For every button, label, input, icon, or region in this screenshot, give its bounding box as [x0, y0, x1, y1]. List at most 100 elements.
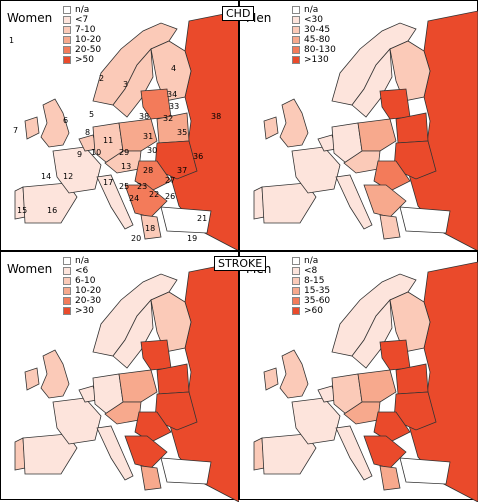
legend-swatch — [63, 36, 71, 44]
legend-swatch — [292, 277, 300, 285]
country-label: 32 — [163, 114, 173, 123]
europe-map — [14, 261, 239, 502]
country-label: 36 — [193, 152, 203, 161]
legend-label: 20-30 — [75, 296, 102, 306]
legend-swatch — [63, 46, 71, 54]
region-balkans — [124, 184, 168, 218]
region-poland — [118, 118, 158, 152]
country-label: 7 — [13, 126, 18, 135]
region-uk — [279, 349, 309, 399]
region-poland — [357, 369, 397, 403]
region-hungary-romania — [134, 160, 172, 192]
region-baltics — [379, 88, 411, 120]
legend-swatch — [63, 307, 71, 315]
region-ireland — [263, 116, 279, 140]
country-label: 34 — [167, 90, 177, 99]
legend-label: >130 — [304, 55, 329, 65]
legend-swatch — [63, 16, 71, 24]
legend-label: n/a — [75, 5, 90, 15]
legend-swatch — [292, 16, 300, 24]
country-label: 28 — [143, 166, 153, 175]
region-hungary-romania — [373, 411, 411, 443]
region-balkans — [124, 435, 168, 469]
region-spain — [261, 433, 317, 475]
legend-swatch — [292, 56, 300, 64]
country-label: 37 — [177, 166, 187, 175]
map-panel-chd-women: 1 2 3 4 5 6 7 8 9 10 11 12 13 14 15 16 1… — [1, 1, 239, 251]
legend-swatch — [292, 6, 300, 14]
legend-label: <30 — [304, 15, 323, 25]
country-label: 38 — [139, 112, 149, 121]
region-uk — [279, 98, 309, 148]
legend-swatch — [63, 257, 71, 265]
country-label: 1 — [9, 36, 14, 45]
legend-label: 35-60 — [304, 296, 331, 306]
legend-label: <8 — [304, 266, 318, 276]
map-panel-stroke-women: Women n/a <6 6-10 10-20 20-30 >30 — [1, 252, 239, 502]
region-spain — [22, 433, 78, 475]
legend-swatch — [292, 287, 300, 295]
country-label: 24 — [129, 194, 139, 203]
country-label: 22 — [149, 190, 159, 199]
legend-swatch — [292, 307, 300, 315]
region-spain — [22, 182, 78, 224]
region-balkans — [363, 435, 407, 469]
country-label: 11 — [103, 136, 113, 145]
region-ireland — [263, 367, 279, 391]
country-label: 14 — [41, 172, 51, 181]
europe-map — [253, 10, 478, 251]
country-label: 26 — [165, 192, 175, 201]
region-poland — [357, 118, 397, 152]
region-czech-austria — [343, 150, 381, 174]
region-italy — [96, 425, 134, 481]
legend-label: 20-50 — [75, 45, 102, 55]
region-turkey — [399, 457, 451, 485]
legend-label: 30-45 — [304, 25, 331, 35]
country-label: 15 — [17, 206, 27, 215]
region-greece — [379, 465, 401, 491]
country-label: 35 — [177, 128, 187, 137]
country-label: 5 — [89, 110, 94, 119]
region-uk — [40, 98, 70, 148]
region-spain — [261, 182, 317, 224]
vertical-divider — [238, 0, 240, 500]
legend-label: 10-20 — [75, 286, 102, 296]
legend-label: n/a — [75, 256, 90, 266]
region-czech-austria — [343, 401, 381, 425]
legend-label: >30 — [75, 306, 94, 316]
country-label: 29 — [119, 148, 129, 157]
legend: n/a <8 8-15 15-35 35-60 >60 — [292, 256, 330, 316]
region-turkey — [399, 206, 451, 234]
region-turkey — [160, 457, 212, 485]
country-label: 38 — [211, 112, 221, 121]
legend-swatch — [63, 267, 71, 275]
country-label: 4 — [171, 64, 176, 73]
region-italy — [96, 174, 134, 230]
region-hungary-romania — [373, 160, 411, 192]
region-sweden — [112, 299, 154, 369]
country-label: 3 — [123, 80, 128, 89]
europe-map: 1 2 3 4 5 6 7 8 9 10 11 12 13 14 15 16 1… — [9, 10, 239, 251]
region-balkans — [363, 184, 407, 218]
country-label: 8 — [85, 128, 90, 137]
legend-label: 6-10 — [75, 276, 96, 286]
legend-label: >50 — [75, 55, 94, 65]
legend-label: >60 — [304, 306, 323, 316]
legend-label: n/a — [304, 5, 319, 15]
legend-label: 45-80 — [304, 35, 331, 45]
legend-label: 80-130 — [304, 45, 336, 55]
legend-label: <6 — [75, 266, 89, 276]
region-greece — [140, 214, 162, 240]
region-baltics — [140, 339, 172, 371]
region-poland — [118, 369, 158, 403]
region-ireland — [24, 116, 40, 140]
legend: n/a <7 7-10 10-20 20-50 >50 — [63, 5, 101, 65]
legend-swatch — [63, 287, 71, 295]
legend-swatch — [63, 56, 71, 64]
country-label: 19 — [187, 234, 197, 243]
country-label: 31 — [143, 132, 153, 141]
country-label: 30 — [147, 146, 157, 155]
legend-swatch — [63, 297, 71, 305]
country-label: 10 — [91, 148, 101, 157]
region-greece — [379, 214, 401, 240]
